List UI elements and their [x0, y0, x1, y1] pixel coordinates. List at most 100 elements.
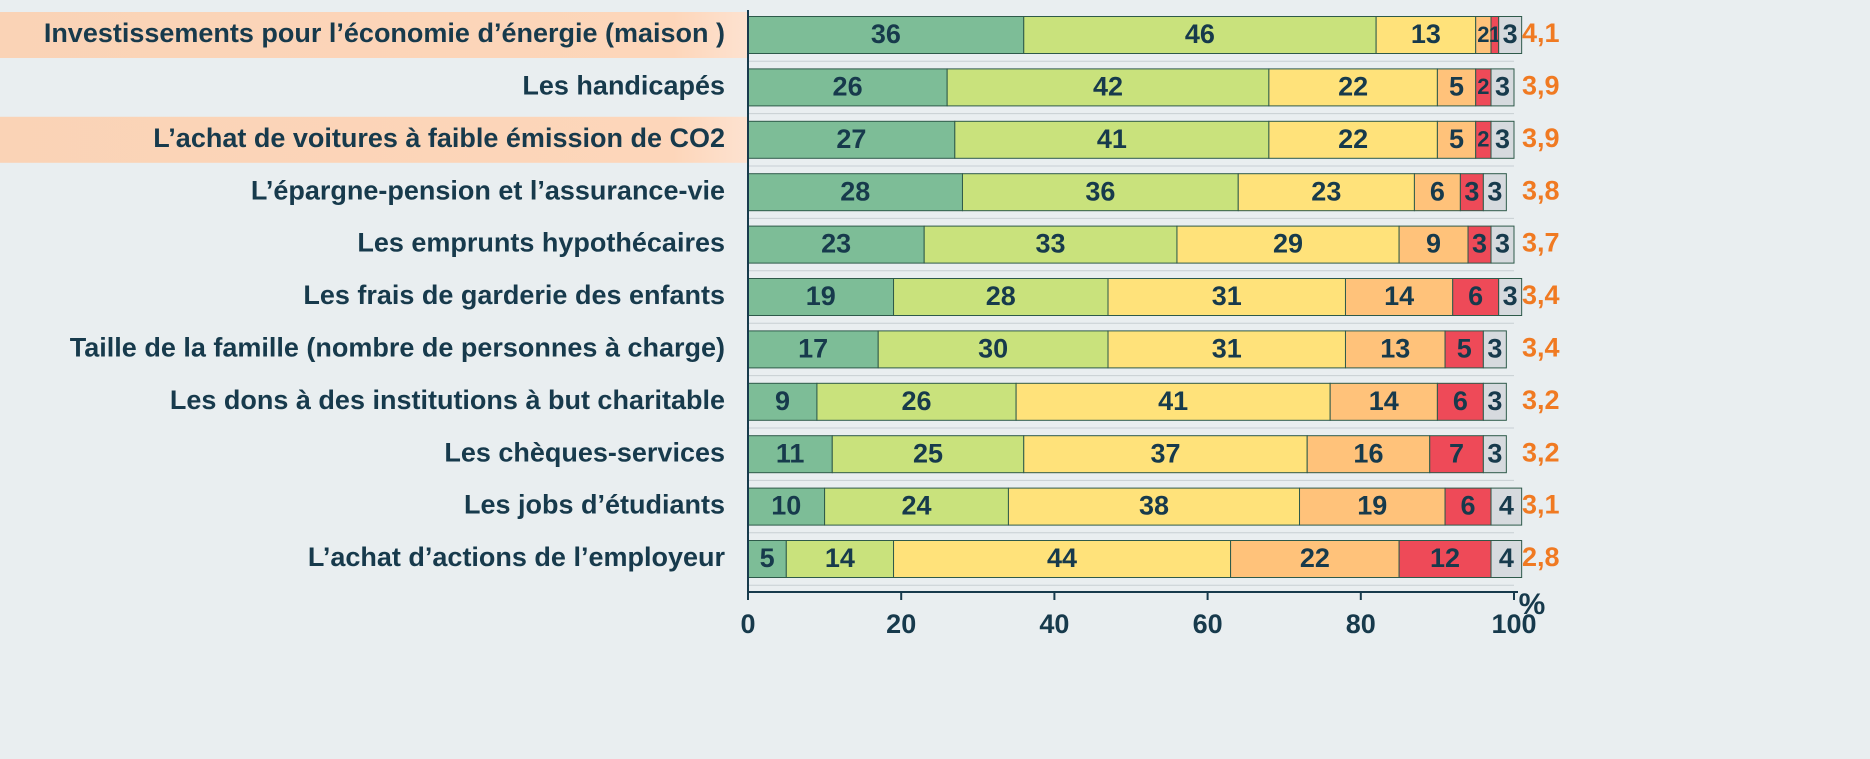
data-label: 44: [1047, 543, 1077, 573]
bar-segment: [1490, 540, 1523, 578]
data-label: 5: [1457, 334, 1472, 364]
data-label: 2: [1477, 74, 1489, 99]
data-label: 37: [1150, 438, 1180, 468]
bar-segment: [961, 173, 1239, 212]
data-label: 3: [1487, 176, 1502, 206]
data-label: 22: [1338, 124, 1368, 154]
data-label: 3: [1495, 72, 1510, 102]
category-label: L’épargne-pension et l’assurance-vie: [251, 175, 725, 205]
data-label: 3: [1472, 229, 1487, 259]
bar-segment: [1344, 330, 1446, 369]
bar-segment: [1482, 330, 1507, 369]
category-label: Les handicapés: [522, 71, 725, 101]
data-label: 6: [1468, 281, 1483, 311]
data-label: 22: [1338, 72, 1368, 102]
category-label: Investissements pour l’économie d’énergi…: [44, 18, 725, 48]
data-label: 3: [1503, 281, 1518, 311]
category-label: Les frais de garderie des enfants: [303, 280, 725, 310]
data-label: 29: [1273, 229, 1303, 259]
bar-segment: [1482, 382, 1507, 421]
score-label: 3,2: [1522, 385, 1560, 415]
data-label: 7: [1449, 438, 1464, 468]
bar-segment: [1176, 225, 1400, 264]
data-label: 31: [1212, 334, 1242, 364]
bar-segment: [1490, 225, 1515, 264]
data-label: 14: [1384, 281, 1414, 311]
bar-segment: [1306, 435, 1431, 474]
data-label: 3: [1487, 386, 1502, 416]
x-tick-label: 40: [1039, 609, 1069, 639]
data-label: 2: [1477, 22, 1489, 47]
bar-segment: [747, 173, 963, 212]
data-label: 3: [1495, 229, 1510, 259]
data-label: 12: [1430, 543, 1460, 573]
category-label: L’achat d’actions de l’employeur: [308, 542, 726, 572]
score-label: 3,1: [1522, 490, 1560, 520]
score-label: 3,4: [1522, 333, 1560, 363]
bar-segment: [1490, 487, 1523, 526]
data-label: 23: [1311, 176, 1341, 206]
bar-segment: [1452, 278, 1500, 316]
data-label: 38: [1139, 491, 1169, 521]
category-label: Taille de la famille (nombre de personne…: [70, 333, 725, 363]
bar-segment: [1413, 173, 1461, 212]
bar-segment: [1107, 330, 1346, 369]
bar-segment: [747, 435, 833, 474]
data-label: 9: [775, 386, 790, 416]
data-label: 27: [836, 124, 866, 154]
data-label: 3: [1487, 438, 1502, 468]
data-label: 26: [901, 386, 931, 416]
data-label: 24: [901, 491, 931, 521]
x-tick-label: 60: [1193, 609, 1223, 639]
bar-segment: [1436, 120, 1477, 159]
bar-segment: [747, 120, 956, 159]
bar-segment: [1107, 278, 1346, 316]
bar-segment: [1023, 16, 1377, 54]
score-label: 3,2: [1522, 437, 1560, 467]
data-label: 22: [1300, 543, 1330, 573]
category-label: Les jobs d’étudiants: [464, 490, 725, 520]
bar-segment: [747, 487, 826, 526]
row-highlight: [0, 116, 748, 163]
row-highlight: [0, 12, 748, 58]
score-label: 3,4: [1522, 280, 1560, 310]
bar-segment: [1444, 330, 1484, 369]
data-label: 14: [825, 543, 855, 573]
data-label: 10: [771, 491, 801, 521]
data-label: 31: [1212, 281, 1242, 311]
bar-segment: [1007, 487, 1301, 526]
data-label: 4: [1499, 543, 1514, 573]
category-label: L’achat de voitures à faible émission de…: [153, 123, 725, 153]
bar-segment: [893, 540, 1232, 578]
bar-segment: [1268, 120, 1438, 159]
bar-segment: [1268, 68, 1438, 107]
data-label: 13: [1411, 19, 1441, 49]
data-label: 46: [1185, 19, 1215, 49]
data-label: 9: [1426, 229, 1441, 259]
data-label: 19: [1357, 491, 1387, 521]
data-label: 41: [1158, 386, 1188, 416]
bar-segment: [1498, 278, 1523, 316]
data-label: 1: [1489, 22, 1501, 47]
bar-segment: [1375, 16, 1477, 54]
data-label: 42: [1093, 72, 1123, 102]
score-label: 3,9: [1522, 71, 1560, 101]
data-label: 26: [833, 72, 863, 102]
x-tick-label: 20: [886, 609, 916, 639]
x-tick-label: 100: [1491, 609, 1536, 639]
bar-segment: [785, 540, 895, 578]
bar-segment: [831, 435, 1025, 474]
bar-segment: [1498, 16, 1523, 54]
data-label: 4: [1499, 491, 1514, 521]
data-label: 3: [1464, 176, 1479, 206]
bar-segment: [1023, 435, 1308, 474]
data-label: 13: [1380, 334, 1410, 364]
data-label: 5: [760, 543, 775, 573]
data-label: 23: [821, 229, 851, 259]
data-label: 33: [1036, 229, 1066, 259]
score-label: 3,8: [1522, 175, 1560, 205]
x-tick-label: 0: [740, 609, 755, 639]
data-label: 5: [1449, 72, 1464, 102]
data-label: 36: [1085, 176, 1115, 206]
